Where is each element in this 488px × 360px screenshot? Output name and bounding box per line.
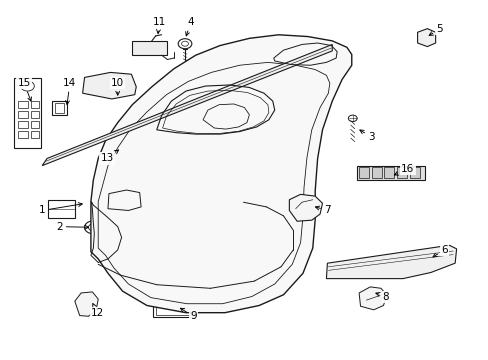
Polygon shape — [42, 44, 331, 166]
Bar — [409, 167, 419, 178]
Bar — [371, 167, 381, 178]
Bar — [156, 298, 191, 315]
Text: 6: 6 — [432, 245, 447, 257]
Text: 1: 1 — [39, 203, 82, 216]
Text: 10: 10 — [111, 78, 124, 95]
Circle shape — [91, 226, 95, 229]
Text: 14: 14 — [63, 78, 77, 104]
Text: 15: 15 — [18, 78, 31, 101]
Bar — [132, 41, 167, 55]
Bar — [31, 101, 39, 108]
Text: 7: 7 — [315, 206, 330, 216]
Bar — [356, 166, 424, 180]
Polygon shape — [91, 35, 351, 313]
Polygon shape — [417, 29, 435, 46]
Bar — [18, 101, 28, 108]
Bar — [112, 201, 124, 206]
Polygon shape — [289, 194, 322, 221]
Bar — [18, 111, 28, 118]
Bar — [126, 193, 137, 199]
Bar — [18, 131, 28, 138]
Bar — [290, 51, 297, 57]
Text: 11: 11 — [152, 17, 165, 33]
Text: 2: 2 — [56, 222, 88, 231]
Bar — [358, 167, 368, 178]
Bar — [396, 167, 406, 178]
Bar — [18, 121, 28, 129]
Text: 8: 8 — [375, 292, 388, 302]
Polygon shape — [358, 287, 386, 310]
Text: 3: 3 — [359, 130, 374, 142]
Bar — [279, 51, 286, 57]
Bar — [52, 101, 67, 116]
Text: 12: 12 — [90, 303, 103, 318]
Polygon shape — [75, 292, 98, 316]
Bar — [31, 121, 39, 129]
Bar — [55, 103, 64, 113]
Polygon shape — [82, 72, 136, 99]
Bar — [48, 201, 75, 218]
Bar — [31, 131, 39, 138]
Text: 4: 4 — [185, 17, 194, 36]
Bar — [311, 51, 319, 57]
Text: 16: 16 — [393, 164, 414, 175]
Bar — [126, 201, 137, 206]
Text: 5: 5 — [428, 24, 442, 35]
Bar — [112, 193, 124, 199]
Polygon shape — [326, 245, 456, 279]
Bar — [301, 51, 308, 57]
Bar — [31, 111, 39, 118]
Circle shape — [174, 190, 185, 199]
Bar — [384, 167, 393, 178]
Bar — [112, 80, 130, 91]
Text: 13: 13 — [100, 150, 118, 163]
Bar — [153, 296, 194, 317]
Bar — [14, 78, 41, 148]
Text: 9: 9 — [180, 308, 196, 321]
